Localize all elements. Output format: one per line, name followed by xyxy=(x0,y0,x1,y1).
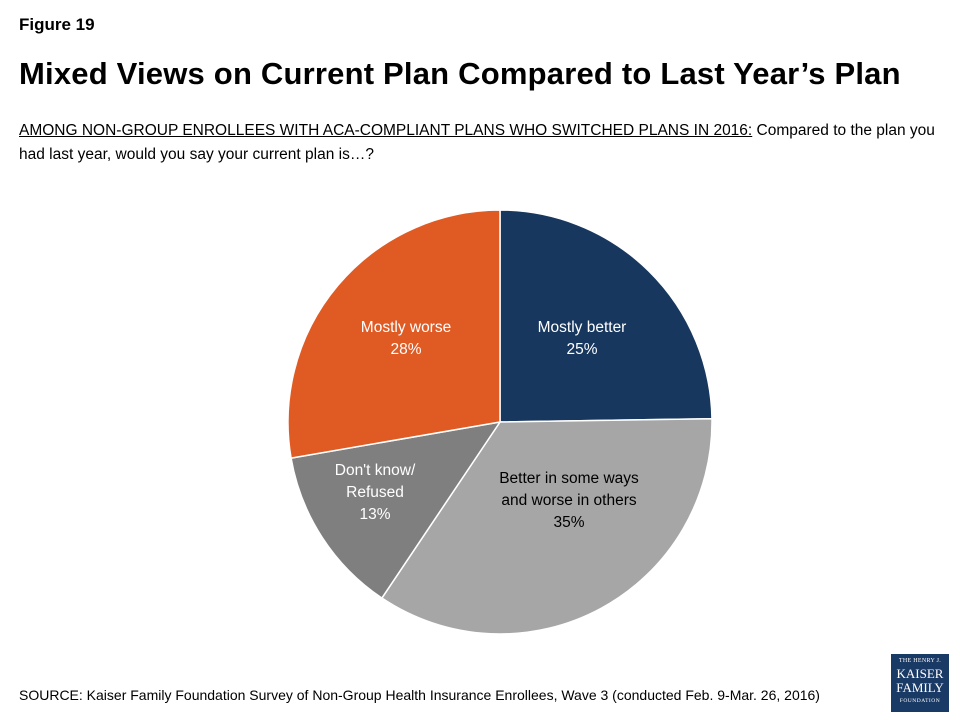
slice-value-label: 28% xyxy=(390,341,421,358)
slice-category-label: Mostly worse xyxy=(361,319,451,336)
slice-category-label: Better in some ways xyxy=(499,470,639,487)
pie-slice-2 xyxy=(380,417,713,635)
chart-title: Mixed Views on Current Plan Compared to … xyxy=(19,56,901,91)
figure-label: Figure 19 xyxy=(19,15,95,34)
source-note: SOURCE: Kaiser Family Foundation Survey … xyxy=(19,687,820,703)
logo-line-3: FAMILY xyxy=(896,680,944,695)
logo-line-2: KAISER xyxy=(896,666,944,681)
slice-value-label: 35% xyxy=(553,514,584,531)
question-text: Compared to the plan you had last year, … xyxy=(19,122,935,163)
pie-slice-4 xyxy=(287,209,501,459)
slice-label-2: Better in some ways and worse in others 35… xyxy=(499,470,639,531)
slice-label-1: Mostly better 25% xyxy=(538,319,627,358)
slice-category-label: Mostly better xyxy=(538,319,627,336)
logo-line-1: THE HENRY J. xyxy=(898,658,942,664)
slice-value-label: 13% xyxy=(359,506,390,523)
slice-category-label: Don't know/ xyxy=(335,462,416,479)
question-prefix: AMONG NON-GROUP ENROLLEES WITH ACA-COMPL… xyxy=(19,122,753,139)
slice-label-3: Don't know/Refused 13% xyxy=(335,462,416,523)
slice-category-label: and worse in others xyxy=(501,492,637,509)
slice-value-label: 25% xyxy=(566,341,597,358)
pie-slice-3 xyxy=(290,420,502,600)
slice-category-label: Refused xyxy=(346,484,404,501)
pie-slice-1 xyxy=(499,209,713,423)
kff-logo: THE HENRY J. KAISER FAMILY FOUNDATION xyxy=(891,654,949,712)
survey-question: AMONG NON-GROUP ENROLLEES WITH ACA-COMPL… xyxy=(19,119,944,167)
logo-line-4: FOUNDATION xyxy=(899,698,941,704)
slice-label-4: Mostly worse 28% xyxy=(361,319,451,358)
